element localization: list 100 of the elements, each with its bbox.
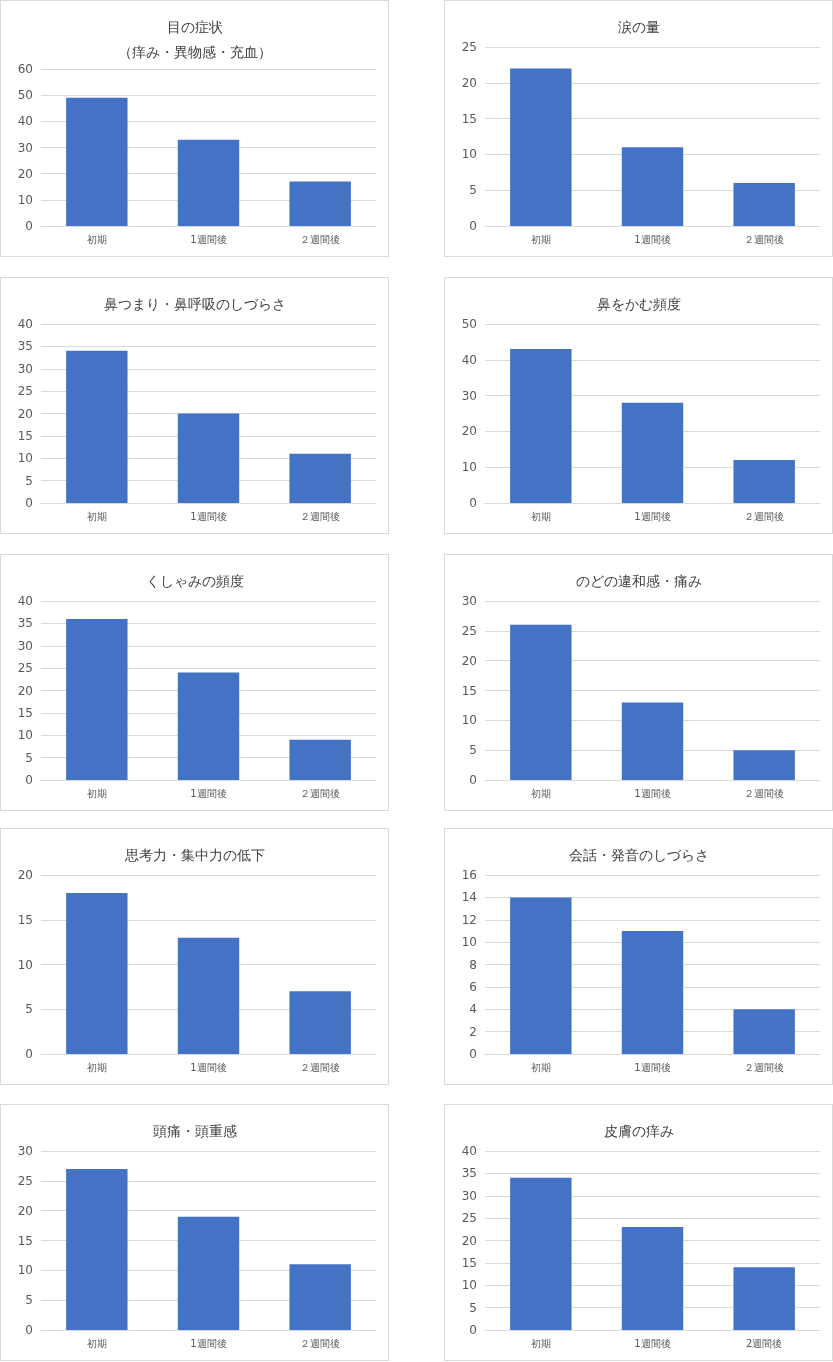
y-tick-label: 20 — [17, 683, 33, 698]
y-tick-label: 25 — [17, 384, 33, 399]
y-tick-label: 5 — [25, 473, 33, 488]
y-tick-label: 15 — [17, 428, 33, 443]
y-tick-label: 25 — [17, 1173, 33, 1188]
bar — [733, 183, 795, 226]
y-tick-label: 15 — [17, 705, 33, 720]
x-tick-label: ２週間後 — [300, 1061, 341, 1073]
y-tick-label: 35 — [17, 616, 33, 631]
x-tick-label: ２週間後 — [744, 510, 785, 522]
y-tick-label: 0 — [469, 1323, 477, 1337]
y-tick-label: 15 — [17, 1233, 33, 1248]
y-tick-label: 50 — [17, 88, 33, 103]
y-tick-label: 20 — [461, 75, 477, 90]
y-tick-label: 5 — [25, 1002, 33, 1017]
x-tick-label: 初期 — [86, 1061, 107, 1073]
y-tick-label: 4 — [469, 1002, 477, 1017]
x-tick-label: 初期 — [530, 510, 551, 522]
bar — [177, 413, 240, 503]
x-tick-label: ２週間後 — [744, 1061, 785, 1073]
y-tick-label: 30 — [17, 140, 33, 155]
chart-title: 皮膚の痒み — [603, 1122, 674, 1139]
y-tick-label: 0 — [25, 496, 33, 510]
x-tick-label: 1週間後 — [634, 787, 671, 799]
bar — [510, 624, 572, 780]
chart-title: 頭痛・頭重感 — [152, 1122, 237, 1139]
y-tick-label: 30 — [17, 638, 33, 653]
y-tick-label: 15 — [461, 683, 477, 698]
y-tick-label: 25 — [461, 40, 477, 54]
bar — [289, 739, 351, 780]
y-tick-label: 10 — [17, 957, 33, 972]
y-tick-label: 0 — [469, 1047, 477, 1061]
bar — [66, 97, 128, 226]
y-tick-label: 5 — [25, 750, 33, 765]
y-tick-label: 15 — [461, 111, 477, 126]
y-tick-label: 0 — [469, 496, 477, 510]
y-tick-label: 10 — [461, 935, 477, 950]
bar — [510, 1177, 572, 1330]
chart-title: 会話・発音のしづらさ — [568, 846, 709, 863]
bar — [733, 750, 795, 780]
bar — [733, 1267, 795, 1330]
chart-title: 鼻をかむ頻度 — [596, 295, 681, 312]
bar — [66, 618, 128, 780]
y-tick-label: 2 — [469, 1024, 477, 1039]
x-tick-label: 初期 — [530, 1337, 551, 1349]
y-tick-label: 0 — [469, 773, 477, 787]
y-tick-label: 20 — [17, 868, 33, 882]
bar — [510, 68, 572, 226]
chart-title: 鼻つまり・鼻呼吸のしづらさ — [103, 295, 286, 312]
bar — [510, 897, 572, 1054]
x-tick-label: 初期 — [86, 787, 107, 799]
chart-title: くしゃみの頻度 — [145, 572, 244, 589]
y-tick-label: 15 — [17, 912, 33, 927]
y-tick-label: 50 — [461, 317, 477, 331]
y-tick-label: 5 — [469, 1300, 477, 1315]
y-tick-label: 10 — [461, 713, 477, 728]
x-tick-label: ２週間後 — [300, 1337, 341, 1349]
y-tick-label: 14 — [461, 890, 477, 905]
y-tick-label: 5 — [469, 743, 477, 758]
y-tick-label: 10 — [17, 192, 33, 207]
bar — [66, 350, 128, 503]
x-tick-label: ２週間後 — [744, 787, 785, 799]
chart-title: のどの違和感・痛み — [575, 572, 702, 589]
bar — [510, 349, 572, 503]
y-tick-label: 0 — [25, 1323, 33, 1337]
chart-title: 目の症状 — [166, 18, 223, 35]
y-tick-label: 16 — [461, 868, 477, 882]
y-tick-label: 60 — [17, 62, 33, 76]
y-tick-label: 12 — [461, 912, 477, 927]
y-tick-label: 30 — [461, 1188, 477, 1203]
y-tick-label: 20 — [17, 166, 33, 181]
y-tick-label: 20 — [17, 1203, 33, 1218]
x-tick-label: 1週間後 — [190, 787, 227, 799]
bar — [289, 181, 351, 226]
y-tick-label: 25 — [461, 623, 477, 638]
x-tick-label: ２週間後 — [744, 233, 785, 245]
y-tick-label: 10 — [17, 451, 33, 466]
y-tick-label: 15 — [461, 1255, 477, 1270]
x-tick-label: 初期 — [530, 1061, 551, 1073]
y-tick-label: 30 — [461, 388, 477, 403]
x-tick-label: 初期 — [86, 233, 107, 245]
y-tick-label: 5 — [469, 183, 477, 198]
y-tick-label: 40 — [17, 114, 33, 129]
bar — [289, 991, 351, 1054]
y-tick-label: 40 — [461, 1144, 477, 1158]
y-tick-label: 6 — [469, 979, 477, 994]
x-tick-label: 初期 — [530, 233, 551, 245]
x-tick-label: 1週間後 — [190, 510, 227, 522]
x-tick-label: 1週間後 — [190, 233, 227, 245]
y-tick-label: 30 — [17, 1144, 33, 1158]
y-tick-label: 30 — [461, 594, 477, 608]
bar — [733, 460, 795, 503]
bar — [177, 139, 240, 226]
y-tick-label: 0 — [25, 773, 33, 787]
x-tick-label: ２週間後 — [300, 510, 341, 522]
y-tick-label: 10 — [17, 1263, 33, 1278]
y-tick-label: 20 — [17, 406, 33, 421]
x-tick-label: ２週間後 — [300, 787, 341, 799]
y-tick-label: 0 — [25, 1047, 33, 1061]
bar — [621, 702, 684, 780]
